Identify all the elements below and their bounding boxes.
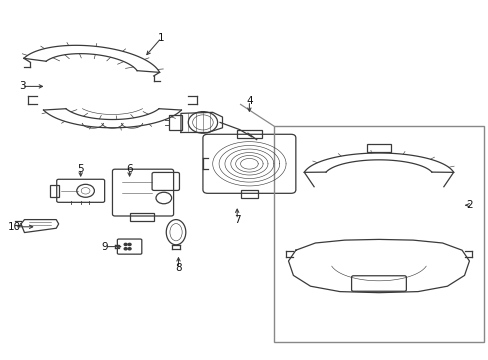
Circle shape (124, 243, 127, 246)
Bar (273, 126, 483, 342)
Text: 9: 9 (102, 242, 108, 252)
Text: 6: 6 (126, 164, 133, 174)
Text: 5: 5 (77, 164, 84, 174)
Bar (240, 190, 258, 198)
Text: 4: 4 (245, 96, 252, 106)
Bar (366, 144, 390, 152)
Text: 10: 10 (8, 222, 21, 232)
Bar (129, 213, 154, 221)
Bar (237, 130, 261, 138)
Bar (50, 185, 59, 197)
Bar (168, 115, 182, 130)
Circle shape (124, 248, 127, 250)
Text: 2: 2 (465, 200, 472, 210)
Text: 1: 1 (158, 33, 164, 43)
Circle shape (128, 243, 131, 246)
Text: 3: 3 (19, 81, 25, 91)
Circle shape (128, 248, 131, 250)
Text: 8: 8 (175, 263, 182, 273)
Text: 7: 7 (233, 215, 240, 225)
